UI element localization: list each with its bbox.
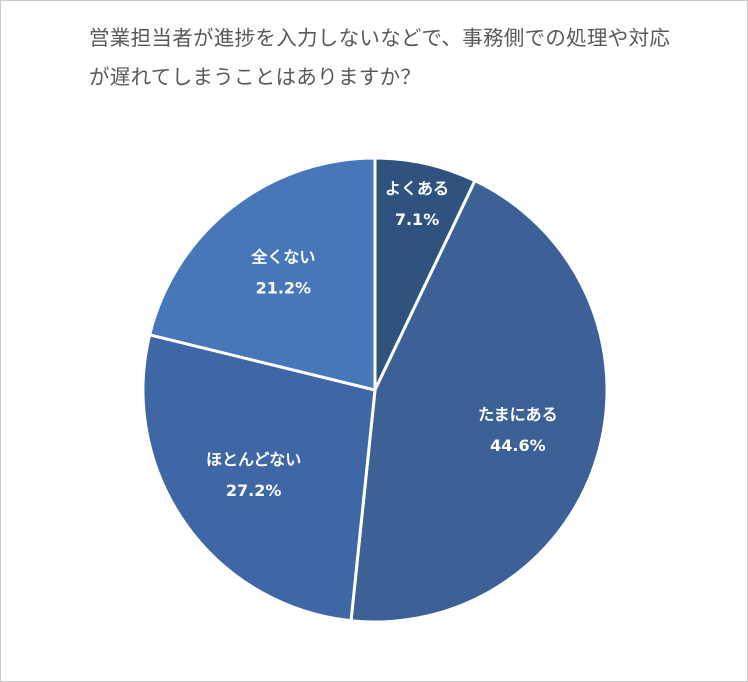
- slice-label: よくある: [385, 179, 449, 198]
- slice-label: たまにある: [478, 405, 558, 424]
- value-label: 27.2%: [226, 481, 282, 500]
- pie-slice: [373, 156, 478, 391]
- pie-slice: [141, 333, 377, 623]
- value-label: 44.6%: [490, 436, 546, 455]
- value-label: 7.1%: [395, 210, 439, 229]
- slice-label: 全くない: [250, 248, 315, 267]
- value-label: 21.2%: [256, 279, 312, 298]
- pie-slice: [349, 178, 609, 624]
- chart-title: 営業担当者が進捗を入力しないなどで、事務側での処理や対応が遅れてしまうことはあり…: [89, 26, 671, 89]
- slice-label: ほとんどない: [206, 450, 301, 469]
- pie-slice: [147, 156, 377, 392]
